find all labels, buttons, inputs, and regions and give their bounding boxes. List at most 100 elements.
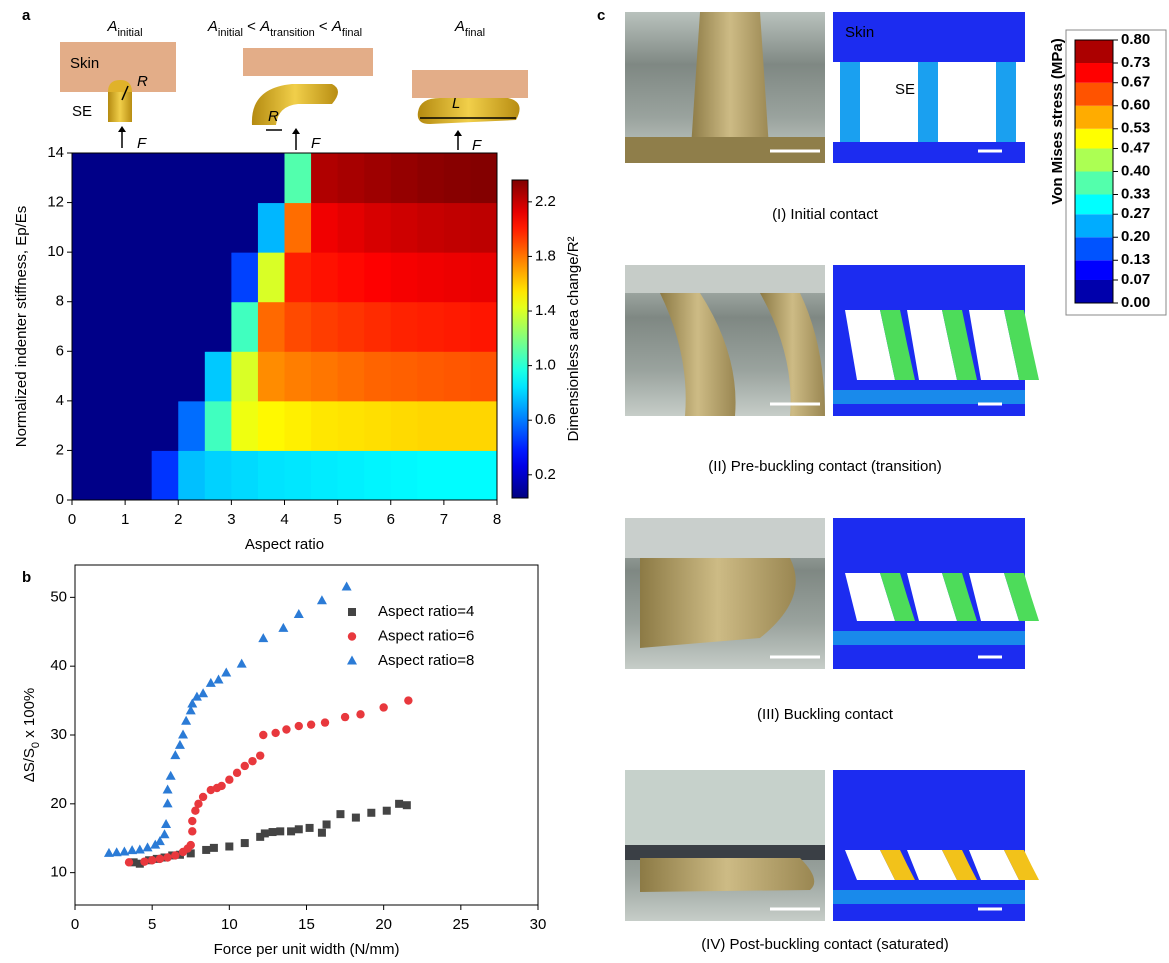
heat-cell	[364, 252, 392, 303]
heat-cell	[125, 301, 153, 352]
data-point	[217, 781, 226, 791]
schematic-header: Afinal	[454, 18, 485, 39]
heat-cell	[337, 450, 365, 501]
heat-cell	[470, 301, 498, 352]
x-tick-label: 30	[530, 916, 547, 933]
data-point	[225, 842, 234, 851]
data-point	[268, 828, 277, 837]
data-point	[248, 756, 257, 766]
colorbar-tick-label: 0.47	[1121, 139, 1150, 156]
text-part: A	[259, 18, 270, 35]
sem-top	[625, 518, 825, 558]
sem-top	[625, 770, 825, 845]
heat-cell	[151, 400, 179, 451]
text-part: A	[207, 18, 218, 35]
data-point	[178, 729, 189, 739]
colorbar-band	[1075, 171, 1113, 195]
legend-label: Aspect ratio=4	[378, 603, 474, 620]
heat-cell	[257, 450, 285, 501]
colorbar-tick-label: 1.4	[535, 302, 556, 319]
data-point	[404, 696, 413, 705]
colorbar-tick-label: 0.6	[535, 411, 556, 428]
heat-cell	[204, 450, 232, 501]
heat-cell	[470, 202, 498, 253]
colorbar-band	[1075, 279, 1113, 303]
flat-pillar	[417, 98, 520, 124]
radius-arrow	[121, 85, 129, 101]
schematic-label: F	[472, 137, 482, 154]
x-tick-label: 0	[68, 511, 76, 528]
y-tick-label: 2	[56, 441, 64, 458]
heat-cell	[443, 450, 471, 501]
x-tick-label: 6	[387, 511, 395, 528]
heat-cell	[204, 252, 232, 303]
x-tick-label: 3	[227, 511, 235, 528]
text-part: final	[465, 27, 485, 39]
heat-cell	[231, 202, 259, 253]
data-point	[232, 768, 242, 778]
schematic-label: F	[311, 135, 321, 152]
y-tick-label: 20	[50, 795, 67, 812]
caption: (I) Initial contact	[772, 206, 879, 223]
colorbar-band	[1075, 40, 1113, 64]
x-tick-label: 8	[493, 511, 501, 528]
data-point	[336, 810, 345, 819]
data-point	[260, 829, 269, 838]
data-point	[221, 667, 232, 677]
data-point	[134, 844, 145, 854]
fem-band	[833, 390, 1025, 404]
schematic-label: R	[137, 73, 148, 90]
text-part: A	[106, 18, 117, 35]
y-axis-title: Normalized indenter stiffness, Ep/Es	[13, 206, 30, 448]
heat-cell	[151, 202, 179, 253]
data-point	[185, 705, 196, 715]
colorbar-tick-label: 0.00	[1121, 294, 1150, 311]
data-point	[294, 825, 303, 834]
heat-cell	[257, 252, 285, 303]
text-part: ΔS/S	[21, 748, 38, 782]
heat-cell	[257, 351, 285, 402]
y-tick-label: 4	[56, 392, 64, 409]
y-axis-title: ΔS/S0 x 100%	[21, 688, 42, 783]
data-point	[135, 859, 144, 868]
fem-pillar	[880, 850, 915, 880]
heat-cell	[231, 252, 259, 303]
heat-cell	[98, 301, 126, 352]
heat-cell	[417, 153, 445, 204]
heat-cell	[178, 450, 206, 501]
heat-cell	[284, 400, 312, 451]
fem-pillar	[1004, 310, 1039, 380]
heat-cell	[311, 301, 339, 352]
heat-cell	[257, 202, 285, 253]
heat-cell	[178, 400, 206, 451]
heat-cell	[390, 202, 418, 253]
fem-gap	[907, 310, 957, 380]
data-point	[382, 806, 391, 815]
heat-cell	[204, 202, 232, 253]
heat-cell	[390, 153, 418, 204]
heat-cell	[151, 301, 179, 352]
heat-cell	[257, 153, 285, 204]
sem-pillar	[660, 293, 736, 416]
colorbar-band	[1075, 82, 1113, 106]
data-point	[351, 813, 360, 822]
legend-label: Aspect ratio=8	[378, 652, 474, 669]
heat-cell	[311, 202, 339, 253]
heat-cell	[98, 400, 126, 451]
heat-cell	[443, 252, 471, 303]
fem-gap	[845, 850, 895, 880]
heat-cell	[204, 301, 232, 352]
heat-cell	[151, 153, 179, 204]
data-point	[162, 784, 173, 794]
data-point	[316, 595, 327, 605]
heat-cell	[364, 400, 392, 451]
heat-cell	[125, 252, 153, 303]
heat-cell	[72, 351, 100, 402]
colorbar	[511, 179, 529, 499]
y-tick-label: 40	[50, 657, 67, 674]
heat-cell	[364, 301, 392, 352]
fem-gap	[969, 310, 1019, 380]
colorbar-tick-label: 0.67	[1121, 74, 1150, 91]
heat-cell	[337, 400, 365, 451]
bent-pillar	[251, 84, 338, 125]
